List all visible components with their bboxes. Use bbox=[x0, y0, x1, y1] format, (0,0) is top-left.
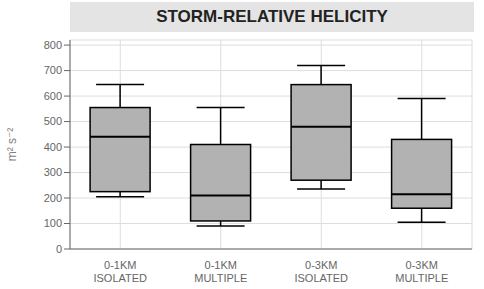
svg-text:m² s⁻²: m² s⁻² bbox=[8, 128, 19, 162]
svg-text:0-3KMISOLATED: 0-3KMISOLATED bbox=[294, 259, 348, 284]
svg-text:600: 600 bbox=[44, 90, 62, 102]
svg-text:300: 300 bbox=[44, 166, 62, 178]
svg-text:700: 700 bbox=[44, 64, 62, 76]
svg-text:0-3KMMULTIPLE: 0-3KMMULTIPLE bbox=[395, 259, 448, 284]
svg-text:800: 800 bbox=[44, 39, 62, 51]
svg-text:500: 500 bbox=[44, 115, 62, 127]
svg-text:200: 200 bbox=[44, 192, 62, 204]
svg-text:400: 400 bbox=[44, 141, 62, 153]
svg-text:0-1KMMULTIPLE: 0-1KMMULTIPLE bbox=[194, 259, 247, 284]
html-text:STORM-RELATIVE HELICITY: STORM-RELATIVE HELICITY bbox=[156, 7, 388, 26]
svg-text:0: 0 bbox=[56, 243, 62, 255]
svg-text:0-1KMISOLATED: 0-1KMISOLATED bbox=[93, 259, 147, 284]
svg-text:100: 100 bbox=[44, 217, 62, 229]
